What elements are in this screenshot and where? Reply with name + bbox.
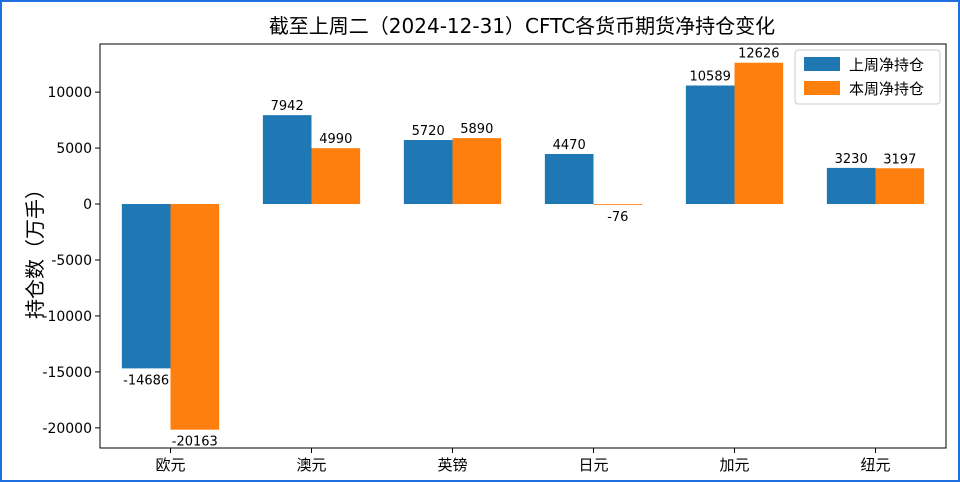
y-axis-label: 持仓数（万手） [23,179,47,319]
y-tick-label: 5000 [56,141,92,157]
bar-2-3 [452,138,502,205]
bar-2-4 [593,204,643,205]
bar-2-2 [311,148,361,205]
bar-value-label: 5890 [460,122,493,137]
x-tick-label: 日元 [578,456,608,474]
legend-swatch [804,81,840,95]
y-tick-label: -20000 [42,421,92,437]
bar-value-label: 3230 [835,152,868,167]
bar-1-6 [826,167,876,205]
legend-entry-label: 上周净持仓 [849,56,924,74]
bar-value-label: -76 [607,210,628,225]
y-tick-label: -15000 [42,365,92,381]
legend-swatch [804,57,840,71]
bar-1-2 [262,115,312,205]
y-tick-label: -5000 [51,253,92,269]
chart-title: 截至上周二（2024-12-31）CFTC各货币期货净持仓变化 [269,14,775,38]
bar-1-4 [544,154,594,205]
axes-frame [99,43,947,449]
bar-value-label: -14686 [123,373,169,388]
bar-1-5 [685,85,735,205]
bar-1-1 [121,204,171,369]
bar-value-label: 5720 [412,124,445,139]
bar-value-label: 4470 [553,138,586,153]
y-tick-label: 10000 [47,85,92,101]
bar-2-5 [734,62,784,205]
x-tick-label: 欧元 [155,456,185,474]
x-tick-label: 加元 [719,456,749,474]
bar-2-6 [875,168,925,205]
bar-value-label: 3197 [883,152,916,167]
bar-value-label: -20163 [172,435,218,450]
bar-value-label: 10589 [690,70,731,85]
y-tick-label: -10000 [42,309,92,325]
bar-value-label: 4990 [319,132,352,147]
bar-value-label: 7942 [271,99,304,114]
x-tick-label: 纽元 [860,456,890,474]
x-tick-label: 澳元 [296,456,326,474]
bar-1-3 [403,140,453,205]
y-tick-label: 0 [83,197,92,213]
legend-entry-label: 本周净持仓 [849,80,924,98]
x-tick-label: 英镑 [437,456,467,474]
bar-2-1 [170,204,220,430]
plot-area: -14686 7942 5720 4470 10589 3230 -20163 4990 589… [42,43,947,474]
bar-value-label: 12626 [738,47,779,62]
